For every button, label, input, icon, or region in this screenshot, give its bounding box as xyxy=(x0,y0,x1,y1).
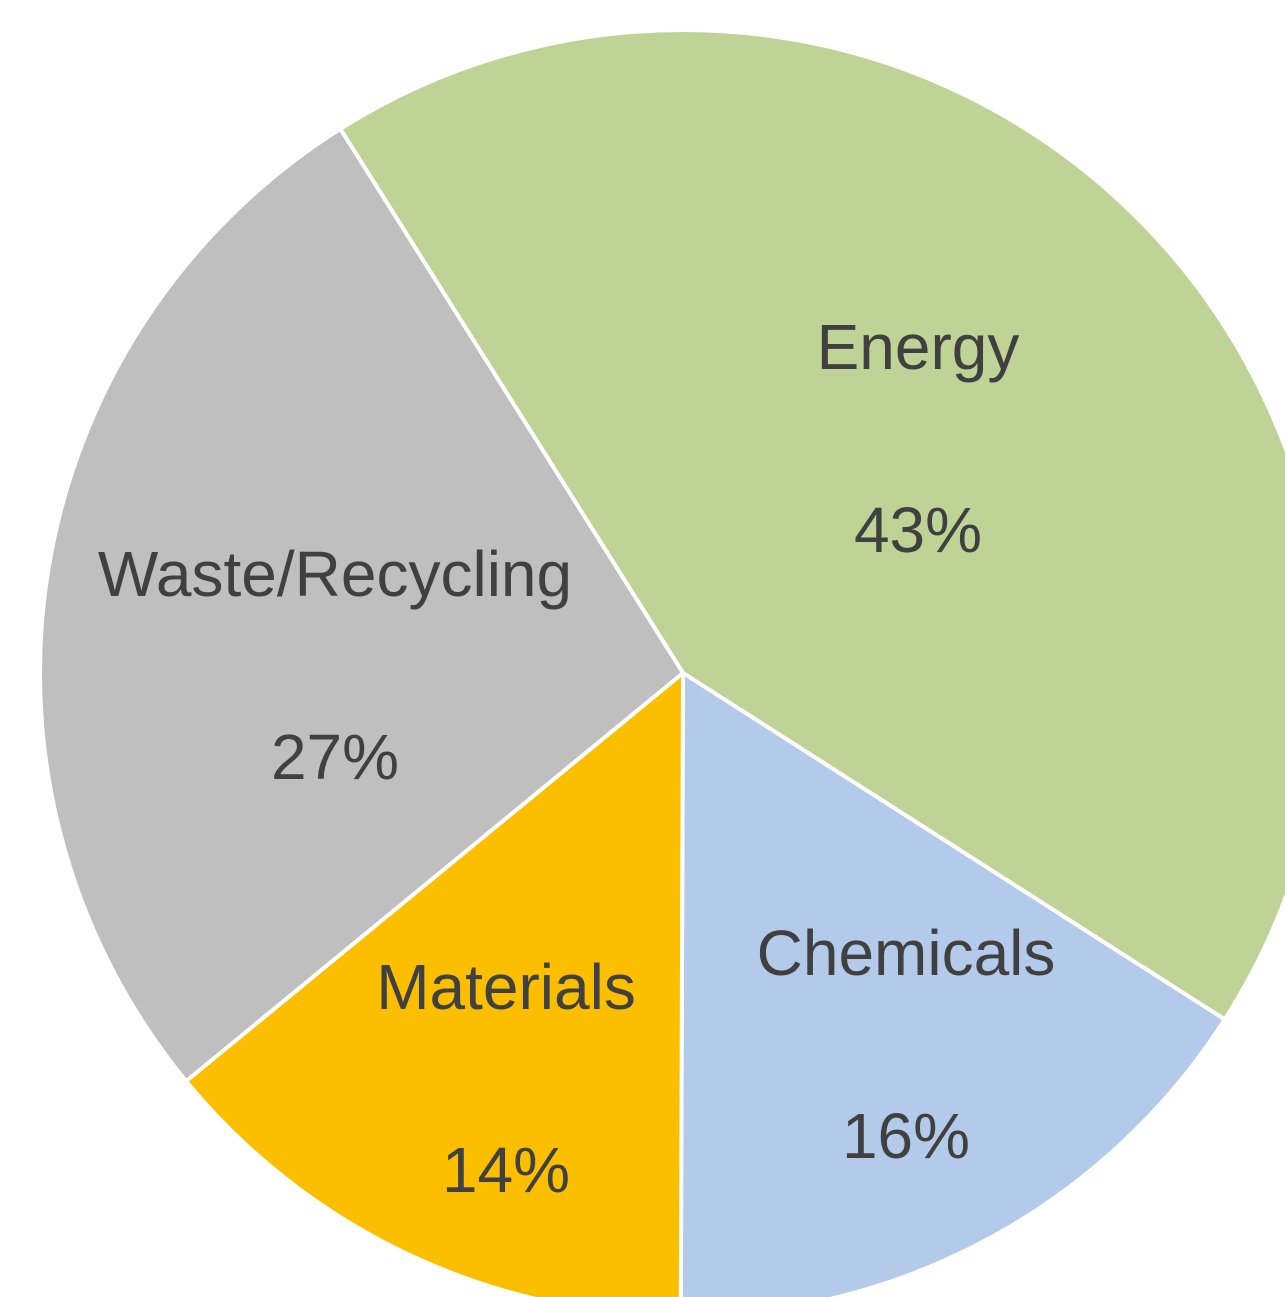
pie-slice-energy xyxy=(338,28,1285,1022)
slices-layer xyxy=(38,28,1285,1297)
pie-slice-materials xyxy=(184,671,685,1297)
slice-value-waste-recycling: 27% xyxy=(271,721,399,793)
slice-value-energy: 43% xyxy=(854,494,982,566)
slice-label-materials: Materials xyxy=(376,951,636,1023)
slice-label-energy: Energy xyxy=(817,311,1020,383)
labels-layer: Energy 43% Chemicals 16% Materials 14% Waste/R… xyxy=(98,311,1055,1206)
slice-value-materials: 14% xyxy=(442,1134,570,1206)
slice-label-waste-recycling: Waste/Recycling xyxy=(98,538,572,610)
slice-label-chemicals: Chemicals xyxy=(757,917,1056,989)
pie-slice-chemicals xyxy=(678,671,1227,1297)
slice-value-chemicals: 16% xyxy=(842,1100,970,1172)
pie-slice-waste-recycling xyxy=(38,126,685,1084)
